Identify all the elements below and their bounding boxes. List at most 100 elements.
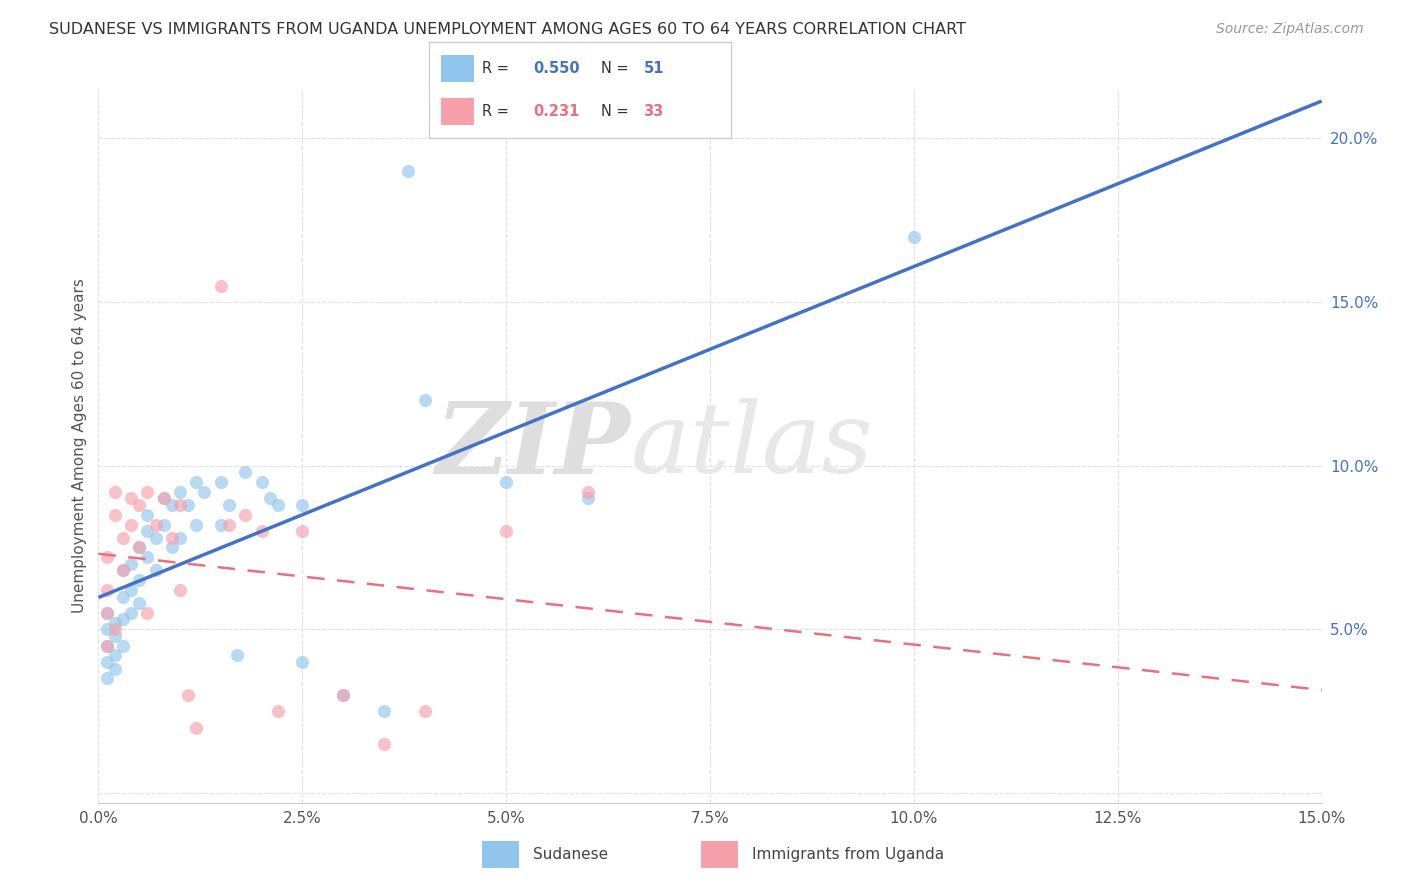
Point bbox=[111, 563, 134, 577]
Point bbox=[209, 517, 232, 532]
Point bbox=[177, 498, 200, 512]
Point bbox=[413, 393, 436, 408]
Text: R =: R = bbox=[482, 62, 513, 77]
Bar bbox=[702, 841, 738, 868]
Bar bbox=[482, 841, 519, 868]
Point bbox=[96, 582, 118, 597]
Text: Sudanese: Sudanese bbox=[533, 847, 607, 862]
Point bbox=[120, 557, 142, 571]
Point bbox=[267, 704, 290, 718]
Point bbox=[291, 524, 314, 538]
Point bbox=[576, 484, 599, 499]
Point bbox=[152, 491, 174, 506]
Bar bbox=[441, 98, 474, 125]
Point bbox=[160, 498, 183, 512]
Point bbox=[111, 612, 134, 626]
Point bbox=[169, 484, 191, 499]
Point bbox=[104, 484, 127, 499]
Text: 0.550: 0.550 bbox=[533, 62, 579, 77]
Point bbox=[104, 508, 127, 522]
Point bbox=[267, 498, 290, 512]
Point bbox=[145, 563, 167, 577]
Point bbox=[413, 704, 436, 718]
Text: R =: R = bbox=[482, 103, 513, 119]
Point bbox=[903, 229, 925, 244]
Point bbox=[96, 550, 118, 565]
Point bbox=[128, 596, 150, 610]
Text: N =: N = bbox=[602, 103, 633, 119]
Point bbox=[250, 475, 273, 489]
Point bbox=[136, 508, 159, 522]
Point bbox=[128, 541, 150, 555]
Point bbox=[332, 688, 354, 702]
Point bbox=[373, 737, 395, 751]
Point bbox=[233, 465, 256, 479]
Point bbox=[169, 498, 191, 512]
Point bbox=[104, 629, 127, 643]
Point bbox=[177, 688, 200, 702]
Point bbox=[250, 524, 273, 538]
Point bbox=[193, 484, 215, 499]
Point bbox=[96, 639, 118, 653]
Text: Immigrants from Uganda: Immigrants from Uganda bbox=[752, 847, 943, 862]
Point bbox=[104, 623, 127, 637]
Point bbox=[576, 491, 599, 506]
Point bbox=[96, 606, 118, 620]
Y-axis label: Unemployment Among Ages 60 to 64 years: Unemployment Among Ages 60 to 64 years bbox=[72, 278, 87, 614]
Bar bbox=[441, 55, 474, 82]
Text: Source: ZipAtlas.com: Source: ZipAtlas.com bbox=[1216, 22, 1364, 37]
Point bbox=[373, 704, 395, 718]
Point bbox=[128, 541, 150, 555]
Text: N =: N = bbox=[602, 62, 633, 77]
Point bbox=[396, 164, 419, 178]
Point bbox=[186, 475, 208, 489]
Text: 33: 33 bbox=[644, 103, 664, 119]
Point bbox=[96, 623, 118, 637]
Point bbox=[111, 531, 134, 545]
Point bbox=[128, 498, 150, 512]
Point bbox=[104, 662, 127, 676]
Point bbox=[96, 672, 118, 686]
Point bbox=[495, 524, 517, 538]
Point bbox=[169, 582, 191, 597]
Point bbox=[128, 573, 150, 587]
Point bbox=[495, 475, 517, 489]
Point bbox=[145, 531, 167, 545]
Point bbox=[186, 517, 208, 532]
Point bbox=[111, 563, 134, 577]
Point bbox=[111, 590, 134, 604]
Point bbox=[145, 517, 167, 532]
Point bbox=[209, 475, 232, 489]
Point bbox=[152, 491, 174, 506]
Point bbox=[96, 606, 118, 620]
Point bbox=[96, 655, 118, 669]
Point bbox=[186, 721, 208, 735]
Point bbox=[136, 484, 159, 499]
Point bbox=[226, 648, 249, 663]
Point bbox=[160, 541, 183, 555]
Point bbox=[120, 606, 142, 620]
Point bbox=[259, 491, 281, 506]
Point bbox=[209, 278, 232, 293]
Text: 51: 51 bbox=[644, 62, 664, 77]
Point bbox=[96, 639, 118, 653]
Point bbox=[104, 615, 127, 630]
Point bbox=[233, 508, 256, 522]
Point bbox=[152, 517, 174, 532]
Text: 0.231: 0.231 bbox=[533, 103, 579, 119]
Point bbox=[120, 582, 142, 597]
Text: ZIP: ZIP bbox=[436, 398, 630, 494]
Point bbox=[291, 498, 314, 512]
Point bbox=[136, 606, 159, 620]
Point bbox=[291, 655, 314, 669]
Point bbox=[120, 491, 142, 506]
Point bbox=[120, 517, 142, 532]
Point bbox=[218, 517, 240, 532]
Point bbox=[104, 648, 127, 663]
Point bbox=[332, 688, 354, 702]
Point bbox=[218, 498, 240, 512]
Point bbox=[136, 550, 159, 565]
Point bbox=[111, 639, 134, 653]
Text: atlas: atlas bbox=[630, 399, 873, 493]
Point bbox=[169, 531, 191, 545]
